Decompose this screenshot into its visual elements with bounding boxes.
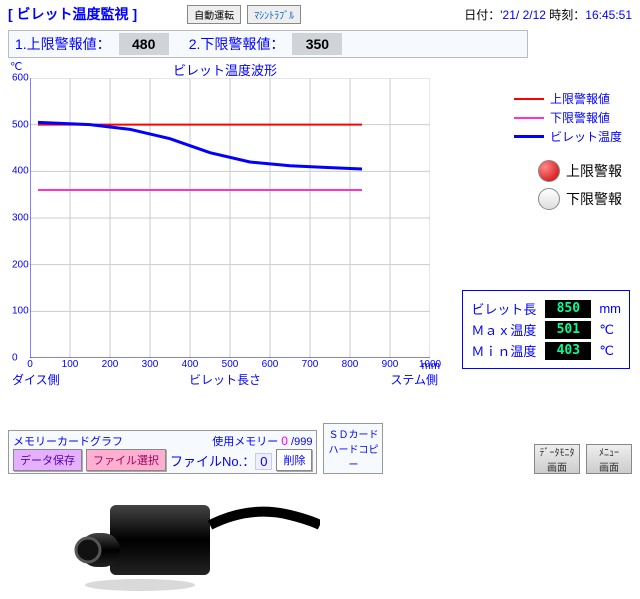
pyrometer-icon: [60, 485, 320, 595]
memory-total: /999: [291, 436, 312, 448]
temperature-chart: [30, 78, 430, 358]
chart-title: ビレット温度波形: [10, 60, 440, 79]
monitor-screen: [ ビレット温度監視 ] 自動運転 ﾏｼﾝﾄﾗﾌﾞﾙ 日付：'21/ 2/12 …: [0, 0, 640, 480]
upper-alarm-led-row: 上限警報: [538, 160, 622, 182]
upper-alarm-value[interactable]: 480: [119, 33, 169, 55]
chart-area: ビレット温度波形 ℃ mm ダイス側 ビレット長さ ステム側 010020030…: [10, 60, 440, 390]
readout-max: Ｍａｘ温度 501 ℃: [471, 320, 621, 339]
lower-alarm-label: 2.下限警報値：: [189, 34, 285, 54]
legend-swatch-temp: [514, 135, 544, 138]
upper-alarm-item: 1.上限警報値： 480: [15, 33, 169, 55]
memory-card-title: メモリーカードグラフ: [13, 433, 123, 449]
legend-lower: 下限警報値: [514, 109, 622, 126]
lower-alarm-led-icon: [538, 188, 560, 210]
data-save-button[interactable]: データ保存: [13, 449, 82, 471]
x-label-stem-side: ステム側: [390, 371, 438, 388]
menu-nav-button[interactable]: ﾒﾆｭｰ 画面: [586, 444, 632, 474]
auto-run-button[interactable]: 自動運転: [187, 5, 241, 24]
legend-label-lower: 下限警報値: [550, 109, 610, 126]
data-monitor-nav-button[interactable]: ﾃﾞｰﾀﾓﾆﾀ 画面: [534, 444, 580, 474]
alarm-led-panel: 上限警報 下限警報: [538, 160, 622, 216]
y-axis-unit: ℃: [10, 60, 22, 73]
alarm-threshold-row: 1.上限警報値： 480 2.下限警報値： 350: [8, 30, 528, 58]
readout-length-unit: mm: [599, 301, 621, 316]
page-title: [ ビレット温度監視 ]: [8, 4, 137, 24]
delete-button[interactable]: 削除: [276, 449, 312, 471]
readout-panel: ビレット長 850 mm Ｍａｘ温度 501 ℃ Ｍｉｎ温度 403 ℃: [462, 290, 630, 369]
machine-trouble-button[interactable]: ﾏｼﾝﾄﾗﾌﾞﾙ: [247, 5, 301, 24]
lower-alarm-led-label: 下限警報: [566, 189, 622, 209]
upper-alarm-led-label: 上限警報: [566, 161, 622, 181]
lower-alarm-item: 2.下限警報値： 350: [189, 33, 343, 55]
sd-hardcopy-button[interactable]: ＳＤカード ハードコピー: [323, 423, 383, 474]
lower-alarm-value[interactable]: 350: [292, 33, 342, 55]
file-select-button[interactable]: ファイル選択: [86, 449, 166, 471]
file-number: ファイルNo.：0: [170, 451, 272, 470]
legend-upper: 上限警報値: [514, 90, 622, 107]
x-label-center: ビレット長さ: [189, 371, 261, 388]
memory-used-value: 0: [281, 434, 288, 448]
legend-swatch-lower: [514, 117, 544, 119]
readout-max-value: 501: [545, 321, 591, 339]
chart-legend: 上限警報値 下限警報値 ビレット温度: [514, 90, 622, 147]
date-value: '21/ 2/12: [500, 8, 546, 22]
legend-label-upper: 上限警報値: [550, 90, 610, 107]
title-bar: [ ビレット温度監視 ] 自動運転 ﾏｼﾝﾄﾗﾌﾞﾙ 日付：'21/ 2/12 …: [8, 4, 632, 24]
readout-min-unit: ℃: [599, 343, 614, 359]
upper-alarm-led-icon: [538, 160, 560, 182]
readout-length-label: ビレット長: [471, 299, 541, 318]
readout-min: Ｍｉｎ温度 403 ℃: [471, 341, 621, 360]
file-number-value[interactable]: 0: [255, 453, 272, 470]
memory-card-group: メモリーカードグラフ 使用メモリー 0 /999 データ保存 ファイル選択 ファ…: [8, 430, 317, 474]
readout-min-label: Ｍｉｎ温度: [471, 341, 541, 360]
readout-max-unit: ℃: [599, 322, 614, 338]
legend-temp: ビレット温度: [514, 128, 622, 145]
memory-used-label: 使用メモリー 0 /999: [212, 433, 312, 449]
legend-label-temp: ビレット温度: [550, 128, 622, 145]
x-label-die-side: ダイス側: [12, 371, 60, 388]
time-value: 16:45:51: [585, 8, 632, 22]
readout-length: ビレット長 850 mm: [471, 299, 621, 318]
camera-photo-area: [0, 480, 640, 599]
lower-alarm-led-row: 下限警報: [538, 188, 622, 210]
legend-swatch-upper: [514, 98, 544, 100]
time-prefix: 時刻：: [546, 8, 585, 22]
mode-buttons: 自動運転 ﾏｼﾝﾄﾗﾌﾞﾙ: [187, 5, 301, 24]
date-prefix: 日付：: [464, 8, 500, 22]
readout-length-value: 850: [545, 300, 591, 318]
upper-alarm-label: 1.上限警報値：: [15, 34, 111, 54]
readout-min-value: 403: [545, 342, 591, 360]
datetime-display: 日付：'21/ 2/12 時刻：16:45:51: [464, 6, 632, 23]
bottom-bar: メモリーカードグラフ 使用メモリー 0 /999 データ保存 ファイル選択 ファ…: [8, 423, 632, 474]
readout-max-label: Ｍａｘ温度: [471, 320, 541, 339]
